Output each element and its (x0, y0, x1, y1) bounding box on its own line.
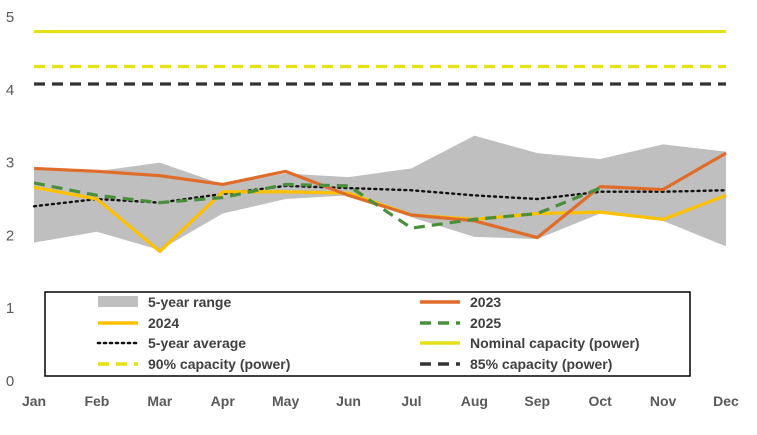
range-band (34, 135, 726, 250)
legend-box (44, 291, 691, 377)
legend-label: 5-year average (148, 335, 246, 351)
x-tick-label: Aug (461, 393, 488, 409)
series-line-2025 (33, 181, 601, 230)
legend-label: 85% capacity (power) (470, 356, 612, 372)
y-tick-label: 1 (6, 300, 14, 317)
legend-label: 90% capacity (power) (148, 356, 290, 372)
legend: 5-year range 2023 2024 2025 5-year average No… (44, 291, 691, 377)
x-tick-label: Sep (524, 393, 550, 409)
series-line-2023 (33, 151, 727, 240)
x-tick-label: Oct (589, 393, 613, 409)
x-tick-label: Feb (84, 393, 109, 409)
y-tick-label: 5 (6, 9, 14, 26)
x-tick-label: Nov (650, 393, 677, 409)
legend-label: 5-year range (148, 294, 231, 310)
range-layer (34, 135, 726, 250)
legend-label: Nominal capacity (power) (470, 335, 640, 351)
x-tick-label: Apr (211, 393, 236, 409)
y-tick-label: 3 (6, 155, 14, 172)
x-tick-label: Jul (401, 393, 421, 409)
x-axis-ticks: Jan Feb Mar Apr May Jun Jul Aug Sep Oct Nov Dec (22, 393, 739, 409)
x-tick-label: Dec (713, 393, 739, 409)
y-tick-label: 4 (6, 82, 14, 99)
y-tick-label: 0 (6, 373, 14, 390)
y-tick-label: 2 (6, 227, 14, 244)
legend-swatch (98, 296, 138, 307)
x-tick-label: May (272, 393, 299, 409)
y-axis-ticks: 0 1 2 3 4 5 (6, 9, 14, 390)
x-tick-label: Jan (22, 393, 46, 409)
series-layer (32, 29, 728, 254)
legend-label: 2023 (470, 294, 501, 310)
x-tick-label: Mar (147, 393, 172, 409)
legend-label: 2025 (470, 315, 501, 331)
legend-label: 2024 (148, 315, 179, 331)
x-tick-label: Jun (336, 393, 361, 409)
